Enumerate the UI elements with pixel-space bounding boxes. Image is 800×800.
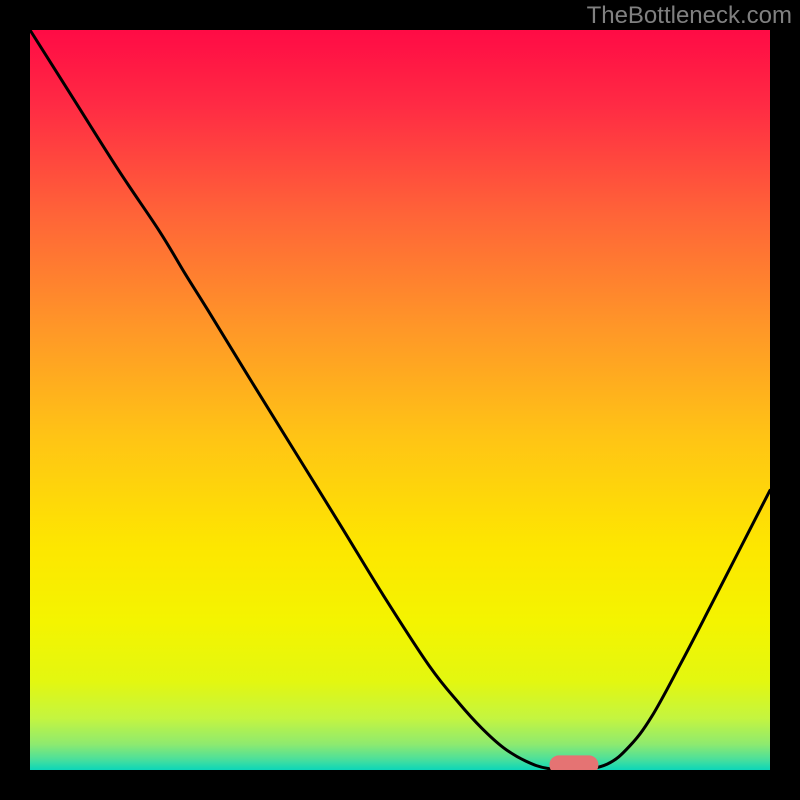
chart-curve-layer [0,0,800,800]
watermark-text: TheBottleneck.com [587,2,792,30]
bottleneck-curve [30,30,770,770]
optimal-marker [550,756,598,774]
